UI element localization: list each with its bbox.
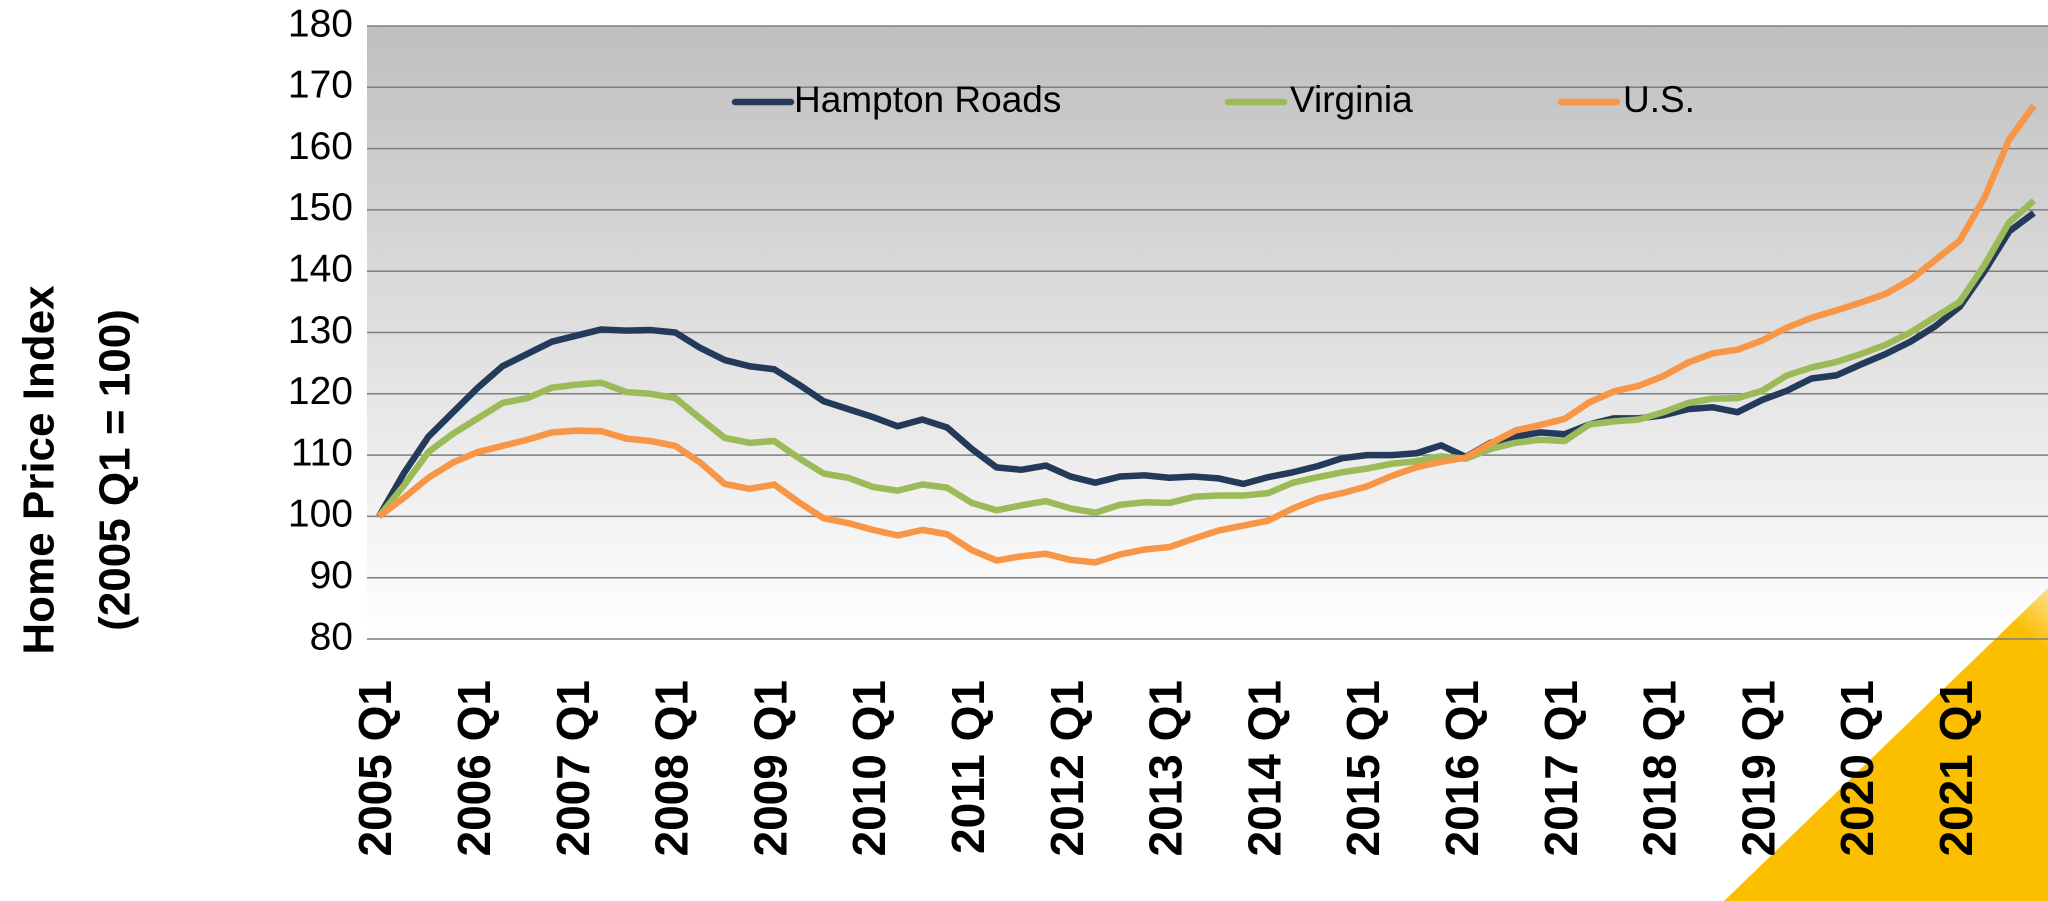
x-tick-label: 2019 Q1	[1732, 680, 1784, 856]
series-line	[376, 210, 2036, 519]
legend-label: Virginia	[1290, 79, 1413, 120]
legend-label: Hampton Roads	[794, 79, 1061, 120]
x-tick-label: 2020 Q1	[1831, 680, 1883, 856]
y-tick-label: 160	[288, 125, 353, 168]
x-tick-label: 2010 Q1	[843, 680, 895, 856]
decoration	[1724, 588, 2048, 901]
legend-label: U.S.	[1623, 79, 1695, 120]
series-line	[376, 198, 2037, 519]
y-tick-label: 130	[288, 309, 353, 352]
x-tick-label: 2009 Q1	[744, 680, 796, 856]
x-tick-label: 2018 Q1	[1634, 680, 1686, 856]
series-line	[377, 103, 2037, 566]
x-tick-label: 2006 Q1	[448, 680, 500, 856]
x-tick-label: 2021 Q1	[1930, 680, 1982, 856]
y-axis-title: Home Price Index	[15, 285, 64, 655]
x-tick-label: 2011 Q1	[942, 680, 994, 854]
x-tick-label: 2017 Q1	[1535, 680, 1587, 856]
y-tick-label: 170	[288, 64, 353, 107]
x-tick-label: 2012 Q1	[1041, 680, 1093, 856]
x-tick-label: 2007 Q1	[547, 680, 599, 856]
y-tick-label: 100	[288, 493, 353, 536]
x-tick-label: 2008 Q1	[646, 680, 698, 856]
y-tick-label: 120	[288, 370, 353, 413]
x-tick-label: 2013 Q1	[1140, 680, 1192, 856]
y-tick-label: 110	[291, 431, 353, 474]
y-tick-label: 150	[288, 186, 353, 229]
x-tick-label: 2016 Q1	[1436, 680, 1488, 856]
x-tick-label: 2014 Q1	[1238, 680, 1290, 856]
y-axis-title: (2005 Q1 = 100)	[91, 309, 140, 631]
y-tick-label: 90	[310, 554, 353, 597]
y-tick-label: 80	[310, 615, 353, 658]
x-tick-label: 2005 Q1	[349, 680, 401, 856]
y-tick-label: 180	[288, 2, 353, 45]
y-tick-label: 140	[288, 247, 353, 290]
x-tick-label: 2015 Q1	[1337, 680, 1389, 856]
